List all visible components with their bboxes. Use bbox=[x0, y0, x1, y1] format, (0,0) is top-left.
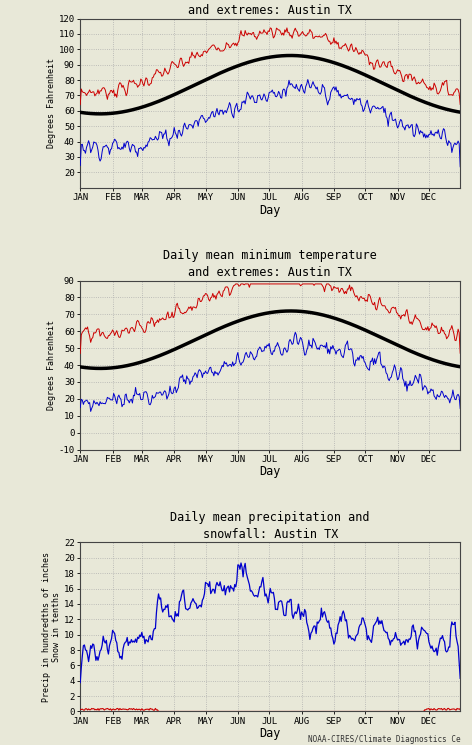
X-axis label: Day: Day bbox=[260, 466, 281, 478]
X-axis label: Day: Day bbox=[260, 203, 281, 217]
Y-axis label: Precip in hundredths of inches
Snow in tenths: Precip in hundredths of inches Snow in t… bbox=[42, 552, 61, 702]
Title: Daily mean maximum temperature
and extremes: Austin TX: Daily mean maximum temperature and extre… bbox=[163, 0, 377, 17]
Y-axis label: Degrees Fahrenheit: Degrees Fahrenheit bbox=[47, 320, 56, 410]
Text: NOAA-CIRES/Climate Diagnostics Ce: NOAA-CIRES/Climate Diagnostics Ce bbox=[308, 735, 460, 744]
Y-axis label: Degrees Fahrenheit: Degrees Fahrenheit bbox=[47, 58, 56, 148]
Title: Daily mean minimum temperature
and extremes: Austin TX: Daily mean minimum temperature and extre… bbox=[163, 250, 377, 279]
Title: Daily mean precipitation and
snowfall: Austin TX: Daily mean precipitation and snowfall: A… bbox=[170, 511, 370, 542]
X-axis label: Day: Day bbox=[260, 727, 281, 741]
